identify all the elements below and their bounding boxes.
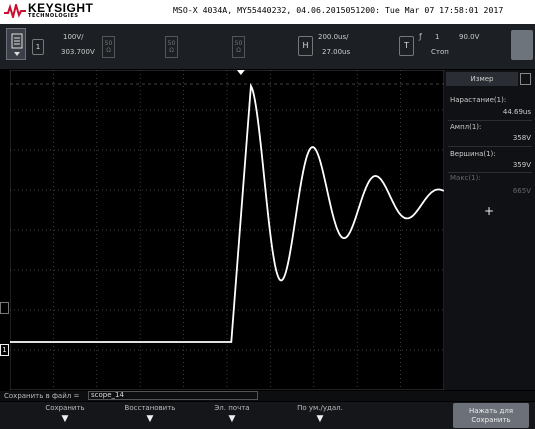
measure-value: 359V (512, 161, 531, 169)
measure-label: Макс(1): (450, 174, 481, 182)
softkey-save[interactable]: Сохранить ▼ (30, 402, 100, 429)
trigger-level-marker (0, 302, 9, 314)
arrow-down-icon: ▼ (228, 414, 236, 424)
time-scale[interactable]: 200.0us/ (318, 33, 349, 41)
measure-value: 358V (512, 134, 531, 142)
softkey-label: Эл. почта (214, 404, 250, 412)
divider (448, 172, 532, 173)
softkey-label: Восстановить (124, 404, 176, 412)
filename-field[interactable]: scope_14 (88, 391, 258, 400)
softkey-defaults[interactable]: По ум./удал. ▼ (285, 402, 355, 429)
horizontal-badge[interactable]: H (298, 36, 313, 56)
softkey-restore[interactable]: Восстановить ▼ (115, 402, 185, 429)
trigger-position-marker (236, 70, 245, 75)
measurement-panel: Измер Нарастание(1): 44.69us Ампл(1): 35… (444, 70, 535, 390)
title-bar: KEYSIGHT TECHNOLOGIES MSO-X 4034A, MY554… (0, 0, 535, 24)
measure-label: Нарастание(1): (450, 96, 507, 104)
time-delay[interactable]: 27.00us (322, 48, 351, 56)
trigger-source[interactable]: 1 (435, 33, 440, 41)
save-file-label: Сохранить в файл = (4, 392, 80, 400)
acquisition-mode[interactable]: Стоп (431, 48, 449, 56)
channel-bar: 1 100V/ 303.700V 50 Ω 50 Ω 50 Ω H 200.0u… (0, 24, 535, 69)
press-to-save-button[interactable]: Нажать для Сохранить (453, 403, 529, 428)
ground-marker: 1 (0, 344, 9, 356)
measure-label: Ампл(1): (450, 123, 482, 131)
quick-action-button[interactable] (511, 30, 533, 60)
save-line-2: Сохранить (471, 416, 511, 424)
divider (448, 146, 532, 147)
brand-tagline: TECHNOLOGIES (28, 13, 79, 19)
channel-1-trace (10, 82, 445, 343)
measure-label: Вершина(1): (450, 150, 496, 158)
add-measurement-icon[interactable]: + (484, 204, 495, 218)
trigger-level[interactable]: 90.0V (459, 33, 480, 41)
menu-button[interactable] (6, 28, 26, 60)
trigger-edge-icon: ƒ (419, 32, 422, 41)
channel-3-chip[interactable]: 50 Ω (165, 36, 178, 58)
waveform-display[interactable] (9, 69, 445, 391)
tab-measure[interactable]: Измер (446, 72, 518, 86)
measure-value: 44.69us (502, 108, 531, 116)
arrow-down-icon: ▼ (146, 414, 154, 424)
softkey-email[interactable]: Эл. почта ▼ (197, 402, 267, 429)
instrument-info: MSO-X 4034A, MY55440232, 04.06.201505120… (173, 5, 504, 15)
save-line-1: Нажать для (468, 407, 514, 415)
waveform-plot (9, 69, 445, 391)
panel-menu-icon[interactable] (520, 73, 531, 85)
channel-1-badge[interactable]: 1 (32, 39, 44, 55)
softkey-bar: Сохранить ▼ Восстановить ▼ Эл. почта ▼ П… (0, 402, 535, 429)
channel-2-chip[interactable]: 50 Ω (102, 36, 115, 58)
keysight-logo-icon (4, 4, 26, 18)
measure-value: 665V (512, 187, 531, 195)
channel-4-chip[interactable]: 50 Ω (232, 36, 245, 58)
status-bar: Сохранить в файл = scope_14 (0, 391, 535, 401)
brand-name: KEYSIGHT (28, 1, 94, 15)
trigger-badge[interactable]: T (399, 36, 414, 56)
arrow-down-icon: ▼ (316, 414, 324, 424)
ch1-offset[interactable]: 303.700V (61, 48, 95, 56)
softkey-label: По ум./удал. (297, 404, 343, 412)
ch1-scale[interactable]: 100V/ (63, 33, 84, 41)
arrow-down-icon: ▼ (61, 414, 69, 424)
list-icon (11, 33, 23, 56)
divider (448, 120, 532, 121)
softkey-label: Сохранить (45, 404, 85, 412)
